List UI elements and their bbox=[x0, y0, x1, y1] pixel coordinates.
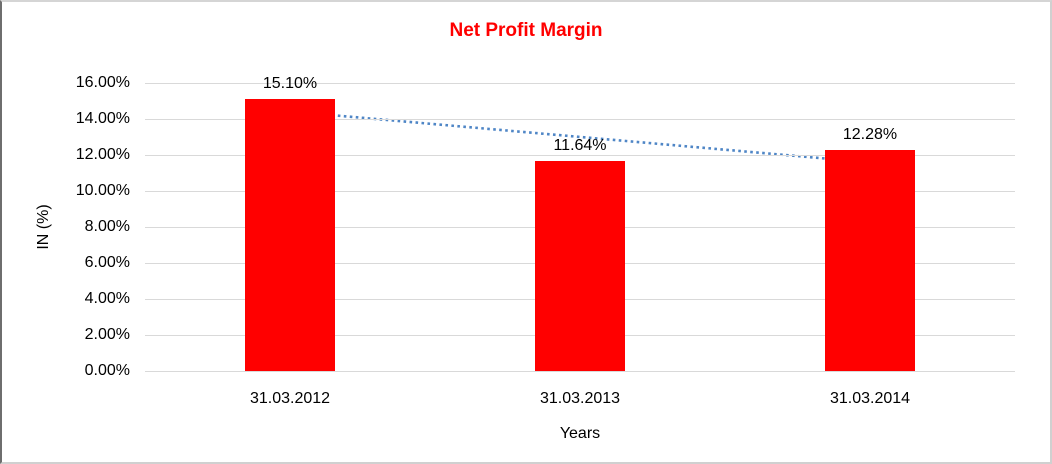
y-axis-tick-label: 10.00% bbox=[75, 182, 130, 199]
y-axis-tick-label: 8.00% bbox=[84, 218, 130, 235]
bar-31.03.2013 bbox=[535, 161, 625, 371]
y-axis-tick-label: 14.00% bbox=[75, 110, 130, 127]
y-axis-tick-label: 4.00% bbox=[84, 290, 130, 307]
bar-value-label: 15.10% bbox=[262, 75, 318, 93]
x-axis-tick-label: 31.03.2012 bbox=[249, 390, 331, 407]
bar-value-label: 12.28% bbox=[842, 125, 898, 143]
y-axis-tick-label: 6.00% bbox=[84, 254, 130, 271]
chart-title: Net Profit Margin bbox=[449, 20, 603, 41]
y-axis-tick-label: 12.00% bbox=[75, 146, 130, 163]
y-axis-tick-label: 16.00% bbox=[75, 74, 130, 91]
y-axis-tick-label: 0.00% bbox=[84, 362, 130, 379]
bar-31.03.2012 bbox=[245, 99, 335, 371]
x-axis-tick-label: 31.03.2014 bbox=[829, 390, 911, 407]
y-axis-tick-label: 2.00% bbox=[84, 326, 130, 343]
bar-value-label: 11.64% bbox=[553, 137, 607, 155]
x-axis-tick-label: 31.03.2013 bbox=[539, 390, 621, 407]
bar-31.03.2014 bbox=[825, 149, 915, 371]
x-axis-title: Years bbox=[559, 425, 601, 442]
